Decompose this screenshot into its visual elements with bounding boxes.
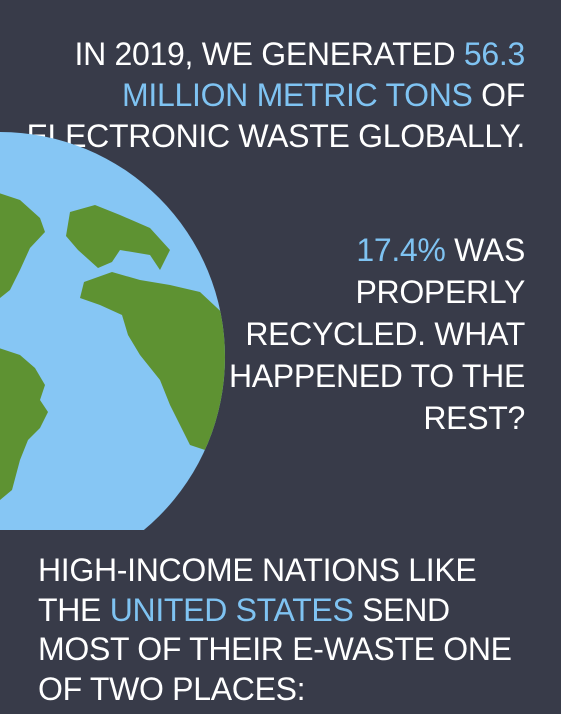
- places-statement: HIGH-INCOME NATIONS LIKE THE UNITED STAT…: [38, 551, 538, 709]
- headline-text-1: IN 2019, WE GENERATED: [74, 36, 464, 72]
- continent-north-island: [66, 205, 170, 270]
- globe-icon: [0, 132, 225, 530]
- continent-west: [0, 345, 48, 500]
- places-text-1: HIGH-INCOME NATIONS LIKE THE: [38, 552, 477, 628]
- places-highlight: UNITED STATES: [109, 591, 354, 628]
- headline-text-2: OF ELECTRONIC WASTE GLOBALLY.: [26, 77, 526, 154]
- recycled-text: WAS PROPERLY RECYCLED. WHAT HAPPENED TO …: [228, 232, 525, 436]
- continent-north-west: [0, 190, 45, 300]
- recycled-statement: 17.4% WAS PROPERLY RECYCLED. WHAT HAPPEN…: [225, 229, 525, 439]
- globe-ocean: [0, 132, 225, 530]
- headline-highlight: 56.3 MILLION METRIC TONS: [122, 36, 525, 113]
- headline: IN 2019, WE GENERATED 56.3 MILLION METRI…: [5, 34, 526, 157]
- recycled-highlight: 17.4%: [356, 232, 446, 268]
- globe-land: [0, 190, 225, 500]
- continent-east: [80, 272, 225, 450]
- places-text-2: SEND MOST OF THEIR E-WASTE ONE OF TWO PL…: [38, 591, 512, 707]
